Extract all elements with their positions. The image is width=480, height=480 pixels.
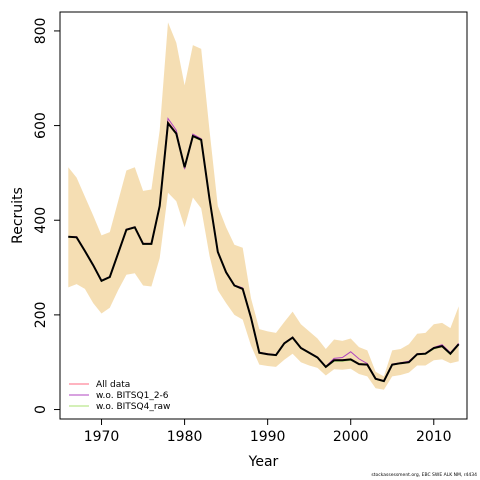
x-tick-label: 1970 — [84, 429, 120, 445]
axes-layer: 1970 1980 1990 2000 2010 0 200 400 600 800 Year Rec… — [10, 11, 468, 470]
x-axis-label: Year — [248, 454, 279, 470]
x-tick-label: 2010 — [416, 429, 452, 445]
y-axis-label: Recruits — [10, 187, 26, 244]
x-tick-label: 2000 — [333, 429, 369, 445]
legend-label-wo-q1: w.o. BITSQ1_2-6 — [96, 391, 169, 401]
x-tick-label: 1980 — [167, 429, 203, 445]
legend-label-wo-q4: w.o. BITSQ4_raw — [96, 402, 170, 412]
series-lines-layer — [68, 117, 460, 383]
plot-frame — [59, 11, 468, 420]
x-tick-label: 1990 — [250, 429, 286, 445]
y-tick-label: 200 — [33, 302, 49, 329]
y-tick-label: 600 — [33, 112, 49, 139]
confidence-band-layer — [68, 22, 459, 390]
y-tick-label: 400 — [33, 207, 49, 234]
main-estimate-line — [68, 120, 460, 383]
y-tick-label: 800 — [33, 18, 49, 45]
confidence-band — [68, 22, 459, 390]
y-tick-label: 0 — [33, 405, 49, 414]
legend-label-all-data: All data — [96, 380, 130, 390]
footnote: stockassessment.org, EBC SWE ALK NM, r44… — [371, 473, 477, 478]
